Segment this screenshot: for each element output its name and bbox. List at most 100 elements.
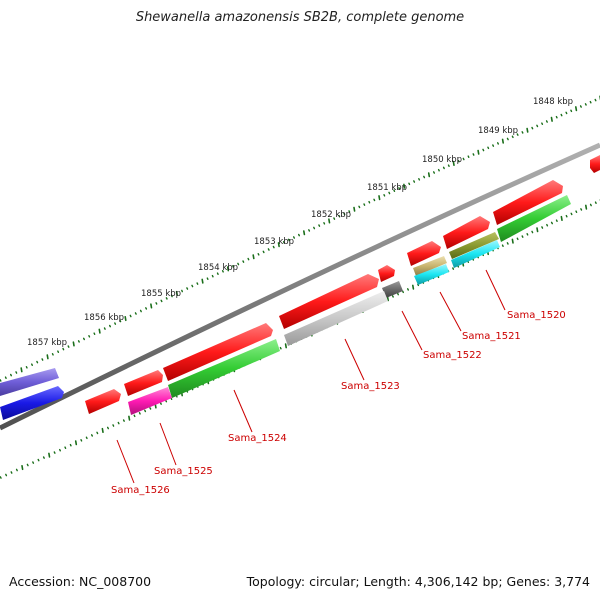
ruler-minor-tick	[541, 226, 544, 229]
feature-bar[interactable]	[451, 240, 500, 268]
ruler-minor-tick	[492, 144, 495, 147]
ruler-minor-tick	[565, 111, 568, 115]
feature-bar[interactable]	[414, 264, 449, 285]
kbp-label-1853: 1853 kbp	[254, 237, 294, 247]
ruler-minor-tick	[186, 287, 189, 290]
gene-label-sama-1524[interactable]: Sama_1524	[228, 433, 287, 444]
feature-bar[interactable]	[128, 387, 172, 415]
feature-bar[interactable]	[284, 291, 388, 346]
ruler-minor-tick	[88, 335, 91, 338]
ruler-minor-tick	[565, 214, 568, 218]
ruler-minor-tick	[139, 309, 142, 313]
gene-arrow[interactable]	[85, 389, 121, 414]
ruler-minor-tick	[117, 421, 120, 425]
outer-ruler	[0, 95, 600, 382]
kbp-labels: 1848 kbp 1849 kbp 1850 kbp 1851 kbp 1852…	[27, 97, 573, 348]
ruler-minor-tick	[129, 314, 132, 318]
ruler-minor-tick	[323, 221, 326, 225]
ruler-minor-tick	[338, 214, 341, 218]
ruler-minor-tick	[418, 177, 421, 181]
ruler-major-tick	[252, 254, 255, 260]
ruler-minor-tick	[433, 171, 435, 174]
ruler-minor-tick	[363, 203, 366, 206]
ruler-minor-tick	[287, 238, 290, 242]
ruler-minor-tick	[516, 237, 519, 241]
gene-arrow[interactable]	[378, 265, 395, 282]
ruler-minor-tick	[242, 260, 245, 263]
gene-labels: Sama_1520 Sama_1521 Sama_1522 Sama_1523 …	[111, 310, 566, 496]
feature-bar[interactable]	[413, 256, 447, 276]
gene-label-sama-1526[interactable]: Sama_1526	[111, 485, 170, 496]
ruler-minor-tick	[119, 319, 122, 323]
ruler-major-tick	[560, 215, 563, 221]
ruler-major-tick	[403, 183, 406, 189]
ruler-major-tick	[21, 464, 24, 471]
ruler-minor-tick	[521, 131, 524, 134]
gene-arrow[interactable]	[493, 180, 563, 225]
ruler-minor-tick	[144, 409, 147, 413]
feature-bar[interactable]	[0, 368, 59, 396]
ruler-major-tick	[378, 195, 381, 201]
feature-bar[interactable]	[0, 386, 64, 420]
ruler-major-tick	[511, 238, 514, 244]
ruler-minor-tick	[5, 473, 8, 477]
gene-arrow[interactable]	[407, 241, 441, 266]
gene-label-sama-1520[interactable]: Sama_1520	[507, 310, 566, 321]
feature-bars	[0, 195, 571, 420]
ruler-minor-tick	[501, 244, 504, 248]
genome-backbone	[0, 142, 600, 431]
ruler-minor-tick	[580, 208, 583, 211]
kbp-label-1850: 1850 kbp	[422, 155, 462, 165]
ruler-major-tick	[175, 290, 178, 297]
ruler-major-tick	[302, 230, 306, 236]
leader-line	[344, 338, 365, 381]
gene-label-sama-1523[interactable]: Sama_1523	[341, 381, 400, 392]
ruler-minor-tick	[159, 402, 162, 405]
ruler-minor-tick	[257, 252, 260, 256]
ruler-minor-tick	[575, 210, 578, 214]
ruler-minor-tick	[526, 232, 529, 236]
ruler-minor-tick	[37, 458, 40, 462]
ruler-minor-tick	[114, 322, 117, 325]
ruler-minor-tick	[247, 257, 250, 261]
feature-bar[interactable]	[497, 195, 571, 242]
ruler-minor-tick	[90, 434, 94, 437]
kbp-label-1851: 1851 kbp	[367, 183, 407, 193]
leader-line	[116, 439, 135, 484]
kbp-label-1852: 1852 kbp	[311, 210, 351, 220]
ruler-minor-tick	[482, 148, 485, 152]
gene-label-sama-1521[interactable]: Sama_1521	[462, 331, 521, 342]
feature-bar[interactable]	[449, 232, 499, 259]
ruler-minor-tick	[0, 379, 2, 382]
ruler-minor-tick	[318, 224, 321, 227]
ruler-minor-tick	[59, 448, 61, 452]
leader-line	[439, 291, 462, 332]
ruler-minor-tick	[282, 240, 285, 244]
ruler-minor-tick	[333, 217, 336, 220]
ruler-minor-tick	[80, 439, 83, 442]
ruler-minor-tick	[138, 412, 141, 415]
gene-arrow[interactable]	[443, 216, 490, 249]
feature-bar[interactable]	[168, 339, 280, 398]
ruler-minor-tick	[358, 205, 361, 209]
ruler-major-tick	[48, 452, 51, 458]
gene-arrow[interactable]	[163, 323, 273, 381]
ruler-major-tick	[427, 172, 431, 178]
gene-label-sama-1525[interactable]: Sama_1525	[154, 466, 213, 477]
gene-label-sama-1522[interactable]: Sama_1522	[423, 350, 482, 361]
ruler-minor-tick	[531, 126, 534, 130]
ruler-minor-tick	[408, 182, 411, 186]
ruler-minor-tick	[555, 115, 558, 119]
ruler-minor-tick	[348, 210, 351, 213]
gene-arrow[interactable]	[279, 274, 379, 329]
ruler-minor-tick	[442, 166, 445, 170]
ruler-minor-tick	[237, 262, 240, 266]
ruler-major-tick	[574, 106, 578, 112]
gene-arrow[interactable]	[590, 155, 600, 173]
gene-arrow[interactable]	[124, 370, 163, 396]
ruler-minor-tick	[15, 468, 18, 472]
ruler-minor-tick	[155, 302, 158, 305]
ruler-minor-tick	[343, 212, 346, 216]
feature-bar[interactable]	[382, 281, 403, 298]
map-title: Shewanella amazonensis SB2B, complete ge…	[135, 10, 465, 25]
